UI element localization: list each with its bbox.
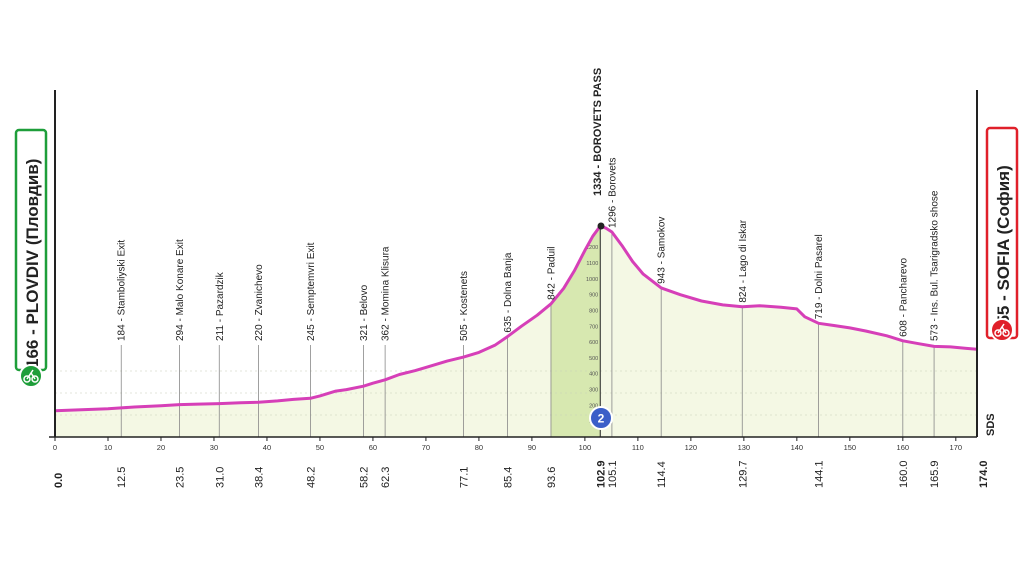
place-label: 1296 - Borovets — [607, 157, 618, 228]
place-label: 635 - Dolna Banja — [503, 252, 514, 332]
km-label: 48.2 — [305, 467, 317, 488]
start-label: 166 - PLOVDIV (Пловдив) — [23, 159, 42, 368]
sprint-text: SDS — [985, 413, 997, 436]
place-label: 505 - Kostenets — [459, 271, 470, 341]
distance-tick-label: 160 — [897, 443, 910, 452]
gridlines-layer — [55, 226, 977, 437]
place-label: 719 - Dolni Pasarel — [814, 234, 825, 319]
distance-tick-label: 60 — [369, 443, 377, 452]
place-label: 943 - Samokov — [657, 217, 668, 284]
altitude-tick-label: 500 — [589, 356, 598, 362]
distance-tick-label: 150 — [844, 443, 857, 452]
km-label: 102.9 — [595, 460, 607, 488]
place-label: 842 - Paduil — [546, 246, 557, 299]
km-marker-labels: 0.0 12.5 23.5 31.0 38.4 48.2 58.2 62.3 77.1 85.4 9… — [53, 460, 990, 488]
km-label: 38.4 — [253, 467, 265, 488]
place-label: 220 - Zvanichevo — [254, 264, 265, 341]
altitude-tick-label: 1000 — [586, 277, 598, 283]
place-label: 294 - Malo Konare Exit — [175, 239, 186, 341]
altitude-tick-label: 600 — [589, 340, 598, 346]
place-label: 184 - Stamboliyski Exit — [117, 240, 128, 341]
distance-tick-label: 20 — [157, 443, 165, 452]
km-label: 160.0 — [898, 460, 910, 488]
altitude-tick-label: 200 — [589, 403, 598, 409]
distance-tick-label: 140 — [791, 443, 804, 452]
mountain-category-icon: 2 — [589, 406, 613, 430]
distance-tick-label: 70 — [422, 443, 430, 452]
altitude-tick-label: 800 — [589, 308, 598, 314]
altitude-tick-label: 900 — [589, 293, 598, 299]
climb-summit-label: 1334 - BOROVETS PASS — [592, 68, 604, 196]
distance-tick-label: 120 — [685, 443, 698, 452]
place-label: 211 - Pazardzik — [215, 271, 226, 341]
place-label: 824 - Lago di Iskar — [738, 219, 749, 302]
place-label: 321 - Belovo — [359, 284, 370, 341]
place-labels: 184 - Stamboliyski Exit 294 - Malo Konare… — [117, 157, 941, 341]
km-label: 144.1 — [814, 460, 826, 488]
altitude-tick-label: 400 — [589, 372, 598, 378]
climb-category: 2 — [598, 412, 605, 426]
cyclist-start-icon — [19, 364, 43, 388]
profile-line-layer — [54, 224, 978, 413]
distance-tick-label: 50 — [316, 443, 324, 452]
place-label: 245 - Semptemvri Exit — [306, 242, 317, 341]
km-label: 85.4 — [503, 467, 515, 488]
climb-area — [550, 226, 601, 437]
km-label: 58.2 — [358, 467, 370, 488]
distance-tick-label: 0 — [53, 443, 57, 452]
altitude-tick-label: 1100 — [586, 261, 598, 267]
km-label: 23.5 — [175, 467, 187, 488]
climb-summit-dot — [597, 222, 605, 230]
distance-tick-label: 170 — [950, 443, 963, 452]
place-label: 608 - Pancharevo — [898, 257, 909, 336]
distance-tick-label: 30 — [210, 443, 218, 452]
altitude-tick-label: 1200 — [586, 245, 598, 251]
place-label: 362 - Momina Klisura — [381, 246, 392, 341]
climb-shading-layer — [550, 226, 601, 437]
distance-tick-label: 80 — [475, 443, 483, 452]
distance-tick-label: 90 — [528, 443, 536, 452]
altitude-tick-label: 700 — [589, 324, 598, 330]
km-label: 105.1 — [607, 460, 619, 488]
km-label: 0.0 — [53, 473, 65, 488]
km-label: 174.0 — [978, 460, 990, 488]
km-label: 129.7 — [737, 460, 749, 488]
altitude-tick-label: 300 — [589, 388, 598, 394]
cyclist-finish-icon — [990, 318, 1014, 342]
distance-tick-label: 10 — [104, 443, 112, 452]
km-label: 114.4 — [656, 461, 668, 488]
elevation-profile-line — [54, 224, 978, 413]
km-label: 165.9 — [929, 460, 941, 488]
distance-tick-label: 100 — [579, 443, 592, 452]
distance-tick-label: 130 — [738, 443, 751, 452]
km-label: 77.1 — [459, 467, 471, 488]
distance-tick-label: 110 — [632, 443, 644, 452]
km-label: 62.3 — [380, 467, 392, 488]
km-label: 31.0 — [214, 467, 226, 488]
distance-tick-label: 40 — [263, 443, 271, 452]
distance-axis: 0 10 20 30 40 50 60 70 80 90 100 110 120 130 140 150 160… — [49, 436, 977, 452]
km-label: 93.6 — [546, 467, 558, 488]
place-label: 573 - Ins. Bul. Tsarigradsko shose — [930, 190, 941, 341]
finish-label: 555 - SOFIA (София) — [994, 165, 1013, 334]
km-label: 12.5 — [116, 467, 128, 488]
